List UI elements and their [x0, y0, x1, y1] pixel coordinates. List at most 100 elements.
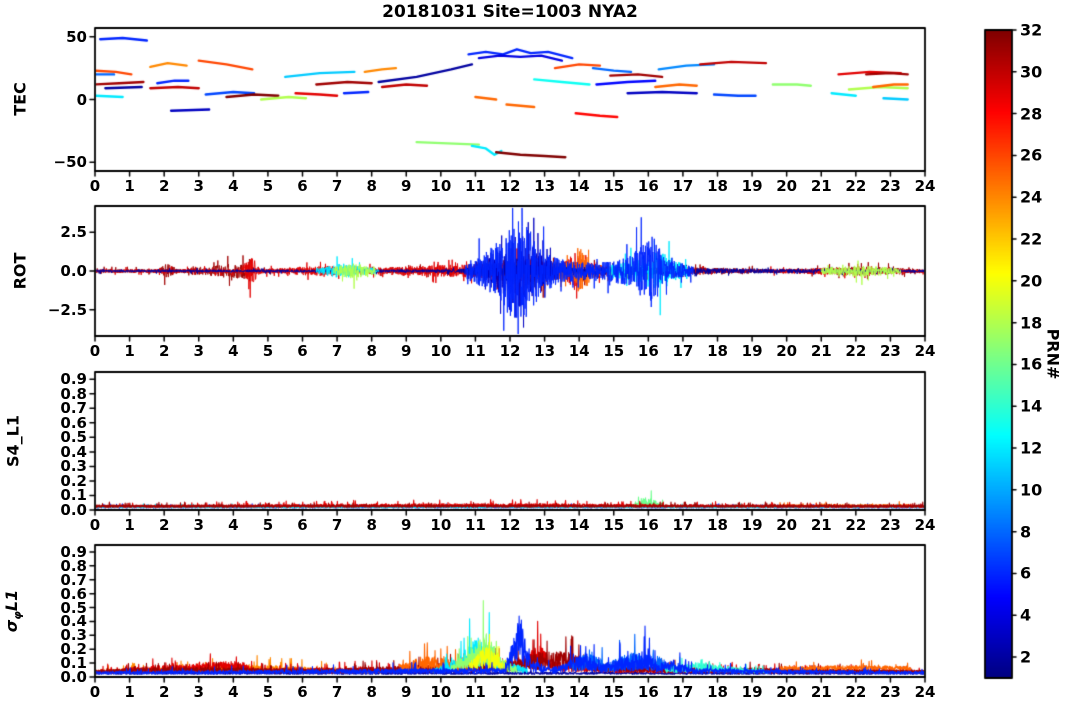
- y-tick-label: 0.9: [60, 370, 87, 389]
- x-tick-label: 20: [776, 342, 798, 360]
- y-tick-label: 0.3: [60, 626, 87, 645]
- x-tick-label: 14: [568, 342, 590, 360]
- x-tick-label: 4: [228, 177, 239, 195]
- x-tick-label: 7: [331, 342, 343, 360]
- x-tick-label: 20: [776, 177, 798, 195]
- y-tick-label: −50: [53, 153, 87, 172]
- colorbar-tick-label: 24: [1020, 187, 1043, 207]
- x-tick-label: 2: [158, 683, 170, 701]
- x-tick-label: 7: [331, 177, 343, 195]
- colorbar-label: PRN#: [1043, 328, 1063, 380]
- x-tick-label: 18: [707, 683, 728, 701]
- x-tick-label: 16: [637, 342, 659, 360]
- x-tick-label: 12: [499, 342, 521, 360]
- x-tick-label: 9: [401, 516, 412, 534]
- y-tick-label: 0.6: [60, 413, 87, 432]
- x-tick-label: 0: [89, 177, 101, 195]
- x-tick-label: 13: [534, 516, 556, 534]
- x-tick-label: 6: [297, 516, 308, 534]
- x-tick-label: 11: [464, 342, 486, 360]
- x-tick-label: 15: [603, 683, 625, 701]
- ylabel-s4-l1: S4_L1: [3, 415, 23, 467]
- x-tick-label: 17: [672, 516, 694, 534]
- x-tick-label: 22: [845, 342, 867, 360]
- ylabel-sigma-phi-l1: σφL1: [2, 590, 24, 632]
- x-tick-label: 8: [366, 342, 377, 360]
- x-tick-label: 19: [741, 177, 763, 195]
- y-tick-label: 0.0: [60, 262, 87, 280]
- x-tick-label: 6: [297, 683, 308, 701]
- x-tick-label: 7: [331, 516, 343, 534]
- x-tick-label: 23: [879, 177, 901, 195]
- y-tick-label: 0.1: [60, 486, 87, 505]
- x-tick-label: 10: [430, 342, 452, 360]
- y-tick-label: 0.6: [60, 584, 87, 603]
- x-tick-label: 12: [499, 177, 521, 195]
- colorbar-tick-label: 18: [1020, 313, 1043, 333]
- x-tick-label: 5: [262, 177, 274, 195]
- colorbar-tick-label: 10: [1020, 480, 1043, 500]
- x-tick-label: 20: [776, 516, 798, 534]
- x-tick-label: 7: [331, 683, 343, 701]
- y-tick-label: 0.7: [60, 399, 87, 418]
- x-tick-label: 22: [845, 516, 867, 534]
- x-tick-label: 12: [499, 516, 521, 534]
- colorbar-tick-label: 6: [1020, 563, 1032, 583]
- x-tick-label: 21: [810, 342, 832, 360]
- x-tick-label: 22: [845, 683, 867, 701]
- colorbar-tick-label: 30: [1020, 62, 1043, 82]
- x-tick-label: 0: [89, 342, 101, 360]
- x-tick-label: 15: [603, 516, 625, 534]
- x-tick-label: 24: [914, 683, 936, 701]
- y-tick-label: 0.0: [60, 501, 87, 519]
- x-tick-label: 15: [603, 342, 625, 360]
- x-tick-label: 19: [741, 342, 763, 360]
- x-tick-label: 2: [158, 342, 170, 360]
- x-tick-label: 24: [914, 516, 936, 534]
- x-tick-label: 3: [193, 177, 204, 195]
- x-tick-label: 14: [568, 683, 590, 701]
- x-tick-label: 1: [124, 683, 135, 701]
- y-tick-label: 2.5: [60, 223, 87, 242]
- x-tick-label: 4: [228, 516, 239, 534]
- x-tick-label: 1: [124, 342, 135, 360]
- x-tick-label: 23: [879, 683, 901, 701]
- y-tick-label: 0.0: [60, 668, 87, 686]
- x-tick-label: 6: [297, 177, 308, 195]
- colorbar-tick-label: 26: [1020, 145, 1043, 165]
- colorbar-tick-label: 16: [1020, 354, 1043, 374]
- x-tick-label: 15: [603, 177, 625, 195]
- x-tick-label: 3: [193, 683, 204, 701]
- x-tick-label: 24: [914, 177, 936, 195]
- x-tick-label: 0: [89, 683, 101, 701]
- x-tick-label: 3: [193, 516, 204, 534]
- x-tick-label: 21: [810, 683, 832, 701]
- x-tick-label: 13: [534, 342, 556, 360]
- x-tick-label: 23: [879, 342, 901, 360]
- x-tick-label: 14: [568, 177, 590, 195]
- x-tick-label: 20: [776, 683, 798, 701]
- colorbar-tick-label: 8: [1020, 522, 1032, 542]
- x-tick-label: 9: [401, 177, 412, 195]
- x-tick-label: 13: [534, 177, 556, 195]
- x-tick-label: 22: [845, 177, 867, 195]
- x-tick-label: 11: [464, 516, 486, 534]
- x-tick-label: 19: [741, 516, 763, 534]
- x-tick-label: 23: [879, 516, 901, 534]
- ylabel-rot: ROT: [10, 252, 30, 290]
- x-tick-label: 2: [158, 516, 170, 534]
- colorbar-tick-label: 22: [1020, 229, 1043, 249]
- y-tick-label: 0.8: [60, 384, 87, 403]
- sigma-symbol: σ: [1, 619, 21, 633]
- x-tick-label: 19: [741, 683, 763, 701]
- x-tick-label: 1: [124, 516, 135, 534]
- phi-subscript: φ: [11, 611, 25, 620]
- x-tick-label: 16: [637, 516, 659, 534]
- colorbar-tick-label: 32: [1020, 20, 1043, 40]
- chart-title: 20181031 Site=1003 NYA2: [382, 2, 638, 22]
- y-tick-label: 0.8: [60, 556, 87, 575]
- x-tick-label: 11: [464, 177, 486, 195]
- x-tick-label: 5: [262, 516, 274, 534]
